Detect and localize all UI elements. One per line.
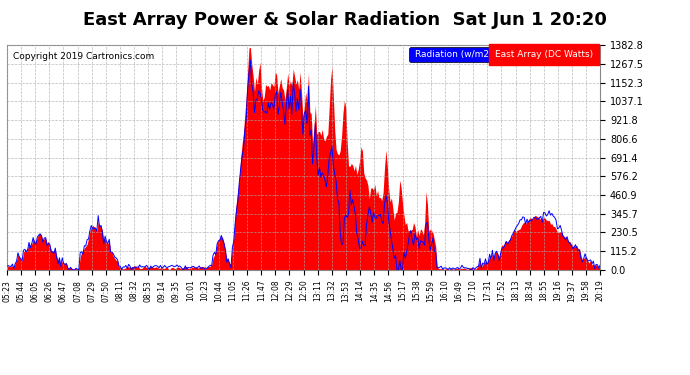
Text: East Array Power & Solar Radiation  Sat Jun 1 20:20: East Array Power & Solar Radiation Sat J…: [83, 11, 607, 29]
Legend: Radiation (w/m2), East Array (DC Watts): Radiation (w/m2), East Array (DC Watts): [409, 47, 595, 62]
Text: Copyright 2019 Cartronics.com: Copyright 2019 Cartronics.com: [13, 52, 154, 61]
